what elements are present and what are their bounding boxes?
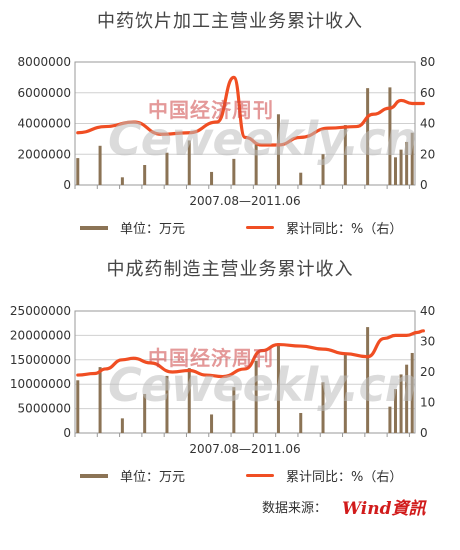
chart-1-title: 中药饮片加工主营业务累计收入 — [97, 11, 363, 32]
bar — [399, 374, 403, 433]
series-line — [76, 329, 425, 379]
y-right-tick-label: 30 — [420, 335, 435, 349]
x-axis-label: 2007.08—2011.06 — [189, 194, 300, 208]
bar — [76, 158, 80, 185]
bar — [388, 406, 392, 433]
bar — [276, 114, 280, 185]
y-right-tick-label: 20 — [420, 147, 435, 161]
bar — [76, 380, 80, 433]
y-left-tick-label: 0 — [63, 178, 71, 192]
bar — [299, 412, 303, 433]
bar — [254, 143, 258, 185]
legend-bar-swatch — [80, 226, 108, 230]
y-right-tick-label: 0 — [420, 178, 428, 192]
wind-logo: Wind資訊 — [342, 499, 426, 519]
series-line — [76, 75, 425, 147]
chart-1-plot: 8000000 6000000 4000000 2000000 0 80 60 40 20 0 20… — [18, 55, 436, 208]
bar — [187, 368, 191, 433]
bar — [232, 387, 236, 433]
bar — [276, 343, 280, 433]
bar — [232, 158, 236, 185]
y-left-tick-label: 2000000 — [18, 147, 71, 161]
bar — [343, 353, 347, 433]
bar — [343, 125, 347, 185]
chart-2-title: 中成药制造主营业务累计收入 — [106, 259, 354, 280]
bar — [388, 87, 392, 185]
bar — [393, 389, 397, 433]
bar — [410, 352, 414, 433]
y-right-tick-label: 0 — [420, 426, 428, 440]
y-left-tick-label: 15000000 — [10, 353, 71, 367]
bar — [410, 132, 414, 185]
bar — [254, 360, 258, 433]
y-right-tick-label: 20 — [420, 365, 435, 379]
bar — [143, 393, 147, 433]
plot-frame — [74, 61, 416, 186]
bar — [210, 414, 214, 433]
bar — [120, 418, 124, 433]
legend-line-label: 累计同比：%（右） — [286, 222, 403, 237]
bar — [165, 152, 169, 185]
bar — [299, 172, 303, 185]
legend-line-label: 累计同比：%（右） — [286, 470, 403, 485]
bar — [165, 375, 169, 433]
legend-line-swatch — [246, 474, 274, 477]
bar — [187, 140, 191, 185]
y-left-tick-label: 0 — [63, 426, 71, 440]
y-right-tick-label: 40 — [420, 117, 435, 131]
chart-2-plot: 25000000 20000000 15000000 10000000 5000000 0… — [10, 304, 435, 456]
y-right-tick-label: 40 — [420, 304, 435, 318]
bar — [366, 327, 370, 433]
y-left-tick-label: 4000000 — [18, 117, 71, 131]
y-left-tick-label: 8000000 — [18, 55, 71, 69]
bar — [405, 141, 409, 185]
chart-2-legend: 单位：万元 累计同比：%（右） — [0, 466, 460, 486]
source-label: 数据来源： — [262, 501, 328, 516]
bar — [399, 149, 403, 185]
legend-bar-swatch — [80, 474, 108, 478]
bar — [143, 165, 147, 185]
y-right-tick-label: 80 — [420, 55, 435, 69]
bar — [98, 145, 102, 185]
bar — [321, 154, 325, 185]
y-right-tick-label: 10 — [420, 396, 435, 410]
y-left-tick-label: 10000000 — [10, 377, 71, 391]
y-left-tick-label: 25000000 — [10, 304, 71, 318]
bar — [321, 382, 325, 433]
bar — [405, 364, 409, 433]
plot-frame — [74, 310, 416, 434]
y-left-tick-label: 6000000 — [18, 86, 71, 100]
legend-line-swatch — [246, 226, 274, 229]
bar — [366, 88, 370, 185]
bar — [210, 171, 214, 185]
y-left-tick-label: 5000000 — [18, 402, 71, 416]
y-right-tick-label: 60 — [420, 86, 435, 100]
legend-bar-label: 单位：万元 — [120, 222, 186, 237]
x-axis-label: 2007.08—2011.06 — [189, 442, 300, 456]
y-left-tick-label: 20000000 — [10, 328, 71, 342]
bar — [120, 177, 124, 185]
bar — [393, 157, 397, 185]
legend-bar-label: 单位：万元 — [120, 470, 186, 485]
chart-1-legend: 单位：万元 累计同比：%（右） — [0, 218, 460, 238]
bar — [98, 367, 102, 433]
